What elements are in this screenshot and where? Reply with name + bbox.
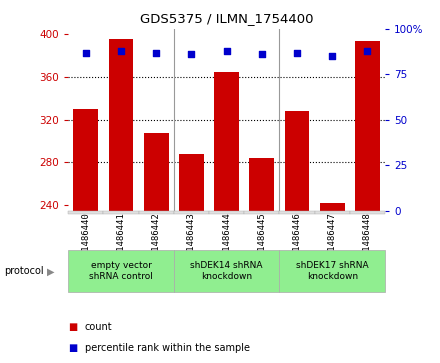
Bar: [214, 72, 239, 363]
Bar: [109, 38, 133, 363]
Text: protocol: protocol: [4, 266, 44, 276]
Bar: [144, 132, 169, 363]
Point: [153, 50, 160, 56]
Text: shDEK14 shRNA
knockdown: shDEK14 shRNA knockdown: [191, 261, 263, 281]
Text: ■: ■: [68, 322, 77, 332]
Point: [223, 48, 230, 54]
Text: empty vector
shRNA control: empty vector shRNA control: [89, 261, 153, 281]
Bar: [320, 203, 345, 363]
Bar: [355, 41, 380, 363]
Point: [364, 48, 371, 54]
Text: shDEK17 shRNA
knockdown: shDEK17 shRNA knockdown: [296, 261, 369, 281]
Bar: [179, 154, 204, 363]
Text: count: count: [85, 322, 113, 332]
Point: [258, 52, 265, 57]
Bar: [249, 158, 274, 363]
Text: ■: ■: [68, 343, 77, 354]
Point: [117, 48, 125, 54]
Text: ▶: ▶: [47, 266, 55, 276]
Point: [188, 52, 195, 57]
Text: percentile rank within the sample: percentile rank within the sample: [85, 343, 250, 354]
Point: [293, 50, 301, 56]
Point: [329, 53, 336, 59]
Bar: [285, 111, 309, 363]
Bar: [73, 109, 98, 363]
Title: GDS5375 / ILMN_1754400: GDS5375 / ILMN_1754400: [140, 12, 313, 25]
Point: [82, 50, 89, 56]
